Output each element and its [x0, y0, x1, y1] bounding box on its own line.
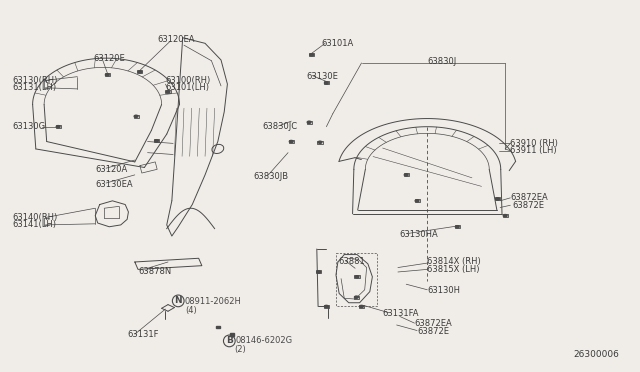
- Text: 63130EA: 63130EA: [95, 180, 133, 189]
- Circle shape: [415, 200, 419, 202]
- Text: B: B: [226, 336, 233, 346]
- Circle shape: [360, 305, 364, 308]
- Text: 63131(LH): 63131(LH): [12, 83, 56, 92]
- Bar: [309, 53, 314, 56]
- Text: 63141(LH): 63141(LH): [12, 221, 56, 230]
- Text: 63910 (RH): 63910 (RH): [510, 139, 558, 148]
- Bar: [56, 125, 61, 128]
- Bar: [404, 173, 409, 176]
- Text: 08911-2062H: 08911-2062H: [184, 297, 241, 306]
- Bar: [355, 275, 360, 278]
- Bar: [354, 296, 359, 299]
- Text: 08146-6202G: 08146-6202G: [236, 336, 293, 346]
- Bar: [105, 73, 110, 76]
- Circle shape: [324, 82, 328, 84]
- Text: 63881: 63881: [338, 257, 365, 266]
- Text: 63120EA: 63120EA: [157, 35, 195, 44]
- Circle shape: [155, 140, 159, 142]
- Text: 63814X (RH): 63814X (RH): [428, 257, 481, 266]
- Bar: [134, 115, 139, 118]
- Text: N: N: [175, 296, 182, 305]
- Circle shape: [289, 140, 293, 142]
- Circle shape: [355, 276, 359, 278]
- Circle shape: [310, 54, 314, 56]
- Bar: [455, 225, 460, 228]
- Text: 63101A: 63101A: [321, 39, 353, 48]
- Bar: [324, 81, 329, 84]
- Text: 63130E: 63130E: [306, 72, 338, 81]
- Text: 63872E: 63872E: [513, 201, 545, 210]
- Text: 63120E: 63120E: [93, 54, 125, 62]
- Bar: [307, 121, 312, 124]
- Bar: [316, 270, 321, 273]
- Text: 63131F: 63131F: [127, 330, 159, 340]
- Circle shape: [355, 296, 358, 298]
- Bar: [230, 333, 234, 336]
- Bar: [415, 199, 420, 202]
- Circle shape: [495, 198, 499, 200]
- Circle shape: [166, 91, 170, 93]
- Text: 63872E: 63872E: [417, 327, 449, 336]
- Text: 63140(RH): 63140(RH): [12, 213, 58, 222]
- Text: 63815X (LH): 63815X (LH): [428, 265, 480, 274]
- Text: 63100(RH): 63100(RH): [166, 76, 211, 85]
- Circle shape: [404, 174, 408, 176]
- Text: 63830JC: 63830JC: [262, 122, 298, 131]
- Text: 63101(LH): 63101(LH): [166, 83, 209, 92]
- Text: 63120A: 63120A: [95, 165, 127, 174]
- Bar: [289, 140, 294, 143]
- Circle shape: [106, 74, 109, 76]
- Text: 63830J: 63830J: [428, 57, 456, 66]
- Text: 63878N: 63878N: [138, 267, 172, 276]
- Bar: [166, 90, 171, 93]
- Text: 63830JB: 63830JB: [253, 172, 288, 181]
- Text: 63130HA: 63130HA: [400, 230, 438, 239]
- Text: 26300006: 26300006: [573, 350, 619, 359]
- Circle shape: [318, 141, 322, 143]
- Circle shape: [317, 271, 321, 273]
- Text: 63130H: 63130H: [428, 286, 460, 295]
- Text: (4): (4): [185, 306, 197, 315]
- Text: 63130G: 63130G: [12, 122, 45, 131]
- Circle shape: [456, 226, 460, 228]
- Circle shape: [56, 126, 60, 128]
- Text: 63911 (LH): 63911 (LH): [510, 146, 557, 155]
- Bar: [216, 326, 220, 328]
- Text: 63872EA: 63872EA: [510, 193, 548, 202]
- Text: 63872EA: 63872EA: [415, 320, 452, 328]
- Circle shape: [503, 215, 507, 217]
- Circle shape: [134, 115, 138, 118]
- Bar: [154, 139, 159, 142]
- Bar: [502, 214, 508, 217]
- Bar: [495, 198, 500, 201]
- Bar: [317, 141, 323, 144]
- Text: 63131FA: 63131FA: [383, 310, 419, 318]
- Circle shape: [324, 305, 328, 308]
- Text: (2): (2): [234, 345, 246, 354]
- Circle shape: [138, 71, 142, 73]
- Bar: [359, 305, 364, 308]
- Circle shape: [307, 121, 311, 124]
- Bar: [324, 305, 329, 308]
- Bar: [138, 70, 143, 73]
- Text: 63130(RH): 63130(RH): [12, 76, 58, 85]
